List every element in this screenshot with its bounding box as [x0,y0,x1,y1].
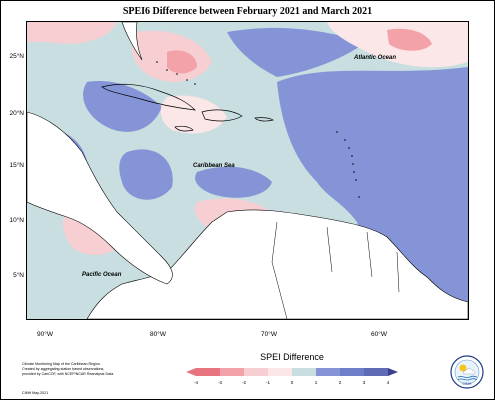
legend-tick-4: 4 [386,380,390,385]
lesser-antilles [336,131,360,198]
legend-tick-2: 2 [338,380,342,385]
legend-tick-1: 1 [314,380,318,385]
legend-tick-0: 0 [290,380,294,385]
credit-line-2: Created by aggregating station based obs… [22,367,105,371]
legend-swatch-3 [244,368,268,376]
legend-left-arrow [186,368,196,376]
legend-tick-m1: -1 [265,380,270,385]
credit-line-1: Climate Monitoring Map of the Caribbean … [22,362,101,366]
legend-swatch-1 [196,368,220,376]
map-panel [26,21,469,320]
south-america-borders [271,221,400,319]
pink-region-northwest [27,22,117,44]
legend-swatch-4 [268,368,292,376]
legend-title: SPEI Difference [260,352,324,362]
blue-region-central [195,166,272,198]
logo-text: CIMH [463,382,472,386]
pink-region-dark-ne [387,28,432,51]
hispaniola-outline [201,109,243,122]
lon-label-90w: 90°W [37,331,53,338]
lat-label-20n: 20°N [9,110,24,117]
credit-text: Climate Monitoring Map of the Caribbean … [22,362,162,377]
lat-label-25n: 25°N [9,53,24,60]
lon-label-80w: 80°W [150,331,166,338]
bahamas-islands [156,61,196,85]
lat-label-10n: 10°N [9,217,24,224]
blue-region-east [277,67,468,319]
credit-date: CIMH May-2021 [22,391,49,395]
cimh-logo: CIMH [450,355,484,389]
legend-swatch-5 [292,368,316,376]
blue-region-northeast [227,27,367,77]
pink-region-dark [167,50,197,74]
cuba-outline [101,83,196,111]
legend-swatch-8 [364,368,388,376]
lon-label-60w: 60°W [371,331,387,338]
map-title: SPEI6 Difference between February 2021 a… [122,6,373,17]
pink-region-hispaniola [160,95,227,134]
map-field [27,22,468,319]
lat-label-5n: 5°N [13,272,24,279]
legend-swatch-7 [340,368,364,376]
blue-region-caribbean [119,149,173,200]
legend-right-arrow [388,368,398,376]
legend-tick-m3: -3 [217,380,222,385]
florida-outline [121,22,143,61]
legend-swatch-2 [220,368,244,376]
legend-swatch-6 [316,368,340,376]
puerto-rico-outline [254,117,274,122]
legend-colorbar [186,368,398,376]
caribbean-sea-label: Caribbean Sea [193,163,235,169]
credit-line-3: provided by CariCOF, with NCEP/NCAR Rean… [22,372,115,376]
blue-region-west [83,81,162,132]
lat-label-15n: 15°N [9,162,24,169]
legend-tick-m2: -2 [241,380,246,385]
central-america-land [27,111,173,285]
legend-tick-m4: -4 [193,380,198,385]
jamaica-outline [174,125,194,132]
atlantic-ocean-label: Atlantic Ocean [354,55,397,61]
pacific-ocean-label: Pacific Ocean [82,272,122,278]
lon-label-70w: 70°W [261,331,277,338]
legend-tick-3: 3 [362,380,366,385]
